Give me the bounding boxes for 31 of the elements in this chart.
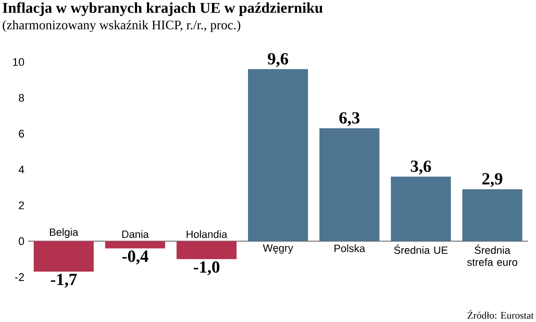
data-label: 9,6	[268, 53, 288, 67]
data-label: 3,6	[410, 160, 431, 174]
y-tick-label: 0	[18, 237, 24, 246]
bar	[34, 241, 94, 272]
bar	[176, 241, 237, 260]
data-label: -1,7	[50, 274, 77, 288]
y-tick-label: 2	[18, 202, 24, 210]
y-tick-label: 6	[18, 130, 24, 138]
x-tick-label: Średnia UE	[394, 244, 448, 254]
data-label: 6,3	[339, 112, 360, 126]
bar	[390, 176, 451, 242]
bar	[248, 69, 308, 242]
y-tick-label: 4	[18, 166, 24, 174]
x-tick-label: Belgia	[50, 228, 78, 238]
y-tick-label: 10	[13, 58, 24, 66]
y-tick-label: -2	[15, 273, 24, 281]
x-tick-label: Dania	[122, 230, 149, 238]
bar	[462, 189, 522, 242]
data-label: -1,0	[194, 261, 220, 276]
x-tick-label: Węgry	[262, 244, 294, 254]
bar	[319, 128, 380, 242]
x-tick-label: Polska	[334, 244, 366, 252]
chart-subtitle: (zharmonizowany wskaźnik HICP, r./r., proc.)	[2, 20, 240, 32]
x-tick-label: Holandia	[186, 230, 228, 238]
chart-title: Inflacja w wybranych krajach UE w październiku	[2, 2, 323, 16]
y-tick-label: 8	[18, 94, 24, 102]
bar	[105, 241, 166, 248]
x-tick-label: Średnia strefa euro	[467, 244, 518, 266]
data-label: -0,4	[122, 250, 148, 264]
text: Źródło: Eurostat	[468, 310, 534, 319]
data-label: 2,9	[482, 173, 502, 188]
